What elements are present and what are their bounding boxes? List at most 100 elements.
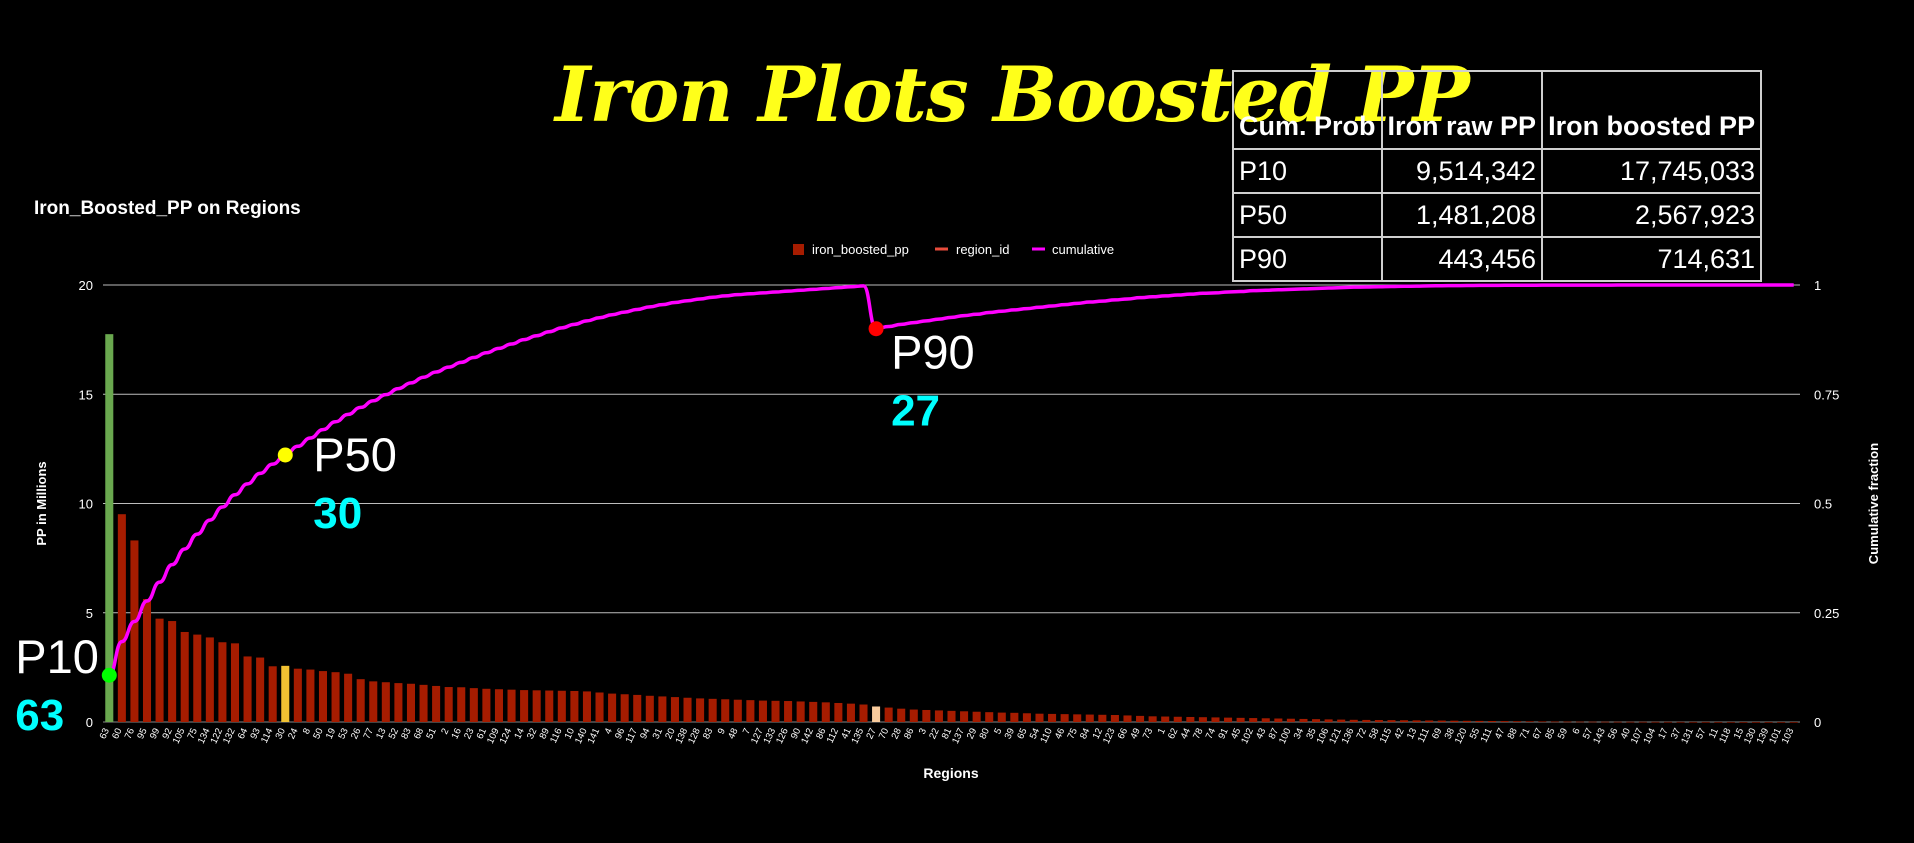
highlight-marker (868, 321, 884, 337)
bar (1387, 720, 1396, 722)
bar (1211, 717, 1220, 722)
x-tick-label: 45 (1229, 727, 1243, 741)
y-tick-label: 0 (86, 715, 93, 730)
bar (281, 665, 290, 722)
bar (1626, 721, 1635, 723)
bar (1060, 714, 1069, 722)
bar (897, 708, 906, 722)
x-tick-label: 12 (1091, 727, 1105, 741)
x-tick-label: 66 (1116, 727, 1130, 741)
bar (1676, 721, 1685, 723)
bar (1236, 717, 1245, 722)
bar (1098, 714, 1107, 722)
table-cell: 9,514,342 (1380, 148, 1544, 194)
bar (1299, 718, 1308, 722)
x-tick-label: 30 (274, 727, 288, 741)
bar (331, 672, 340, 722)
x-tick-label: 50 (311, 727, 325, 741)
bar (1588, 721, 1597, 723)
bar (1412, 720, 1421, 722)
x-tick-label: 60 (110, 727, 124, 741)
x-tick-label: 47 (1493, 727, 1507, 741)
bar (1538, 721, 1547, 723)
x-tick-label: 28 (889, 727, 903, 741)
bar (268, 666, 277, 722)
table-row: P50 1,481,208 2,567,923 (1232, 192, 1763, 238)
x-tick-label: 16 (450, 727, 464, 741)
bar (758, 700, 767, 722)
bar (230, 643, 240, 722)
bar (1224, 717, 1233, 722)
highlight-marker (277, 447, 293, 463)
bar (1198, 717, 1207, 722)
bar (1563, 721, 1572, 723)
x-tick-label: 83 (701, 727, 715, 741)
table-cell: 443,456 (1380, 236, 1544, 282)
x-tick-label: 74 (1204, 727, 1218, 741)
bar (721, 699, 730, 722)
x-tick-label: 62 (1166, 727, 1180, 741)
x-tick-label: 29 (965, 727, 979, 741)
y2-tick-label: 0 (1814, 715, 1821, 730)
x-tick-label: 10 (563, 727, 577, 741)
bar (1450, 720, 1459, 722)
table-cell: P10 (1232, 148, 1383, 194)
x-tick-label: 84 (1078, 727, 1092, 741)
x-tick-label: 2 (439, 727, 451, 736)
bar (922, 709, 931, 722)
legend: iron_boosted_pp region_id cumulative (793, 242, 1114, 257)
x-tick-label: 23 (462, 727, 476, 741)
table-row: P90 443,456 714,631 (1232, 236, 1763, 282)
x-tick-label: 65 (1015, 727, 1029, 741)
x-tick-label: 91 (1216, 727, 1230, 741)
bar (1035, 713, 1044, 722)
bar (318, 671, 328, 722)
bar (1663, 721, 1673, 723)
x-tick-label: 88 (1505, 727, 1519, 741)
bar (872, 706, 881, 722)
highlight-value: 30 (313, 489, 362, 538)
bar (532, 690, 541, 722)
bar (733, 699, 742, 722)
x-tick-label: 83 (399, 727, 413, 741)
x-tick-label: 1 (1156, 727, 1168, 736)
bar (947, 710, 956, 722)
y-tick-label: 15 (79, 387, 93, 402)
bar (1173, 716, 1182, 722)
bar (494, 689, 503, 722)
x-tick-label: 80 (977, 727, 991, 741)
x-tick-label: 32 (525, 727, 539, 741)
bar (1500, 721, 1509, 722)
bar (117, 514, 126, 722)
bar (1362, 719, 1371, 722)
bar (960, 711, 969, 722)
x-tick-label: 17 (1656, 727, 1670, 741)
bar (394, 683, 403, 722)
bar (934, 710, 943, 722)
x-tick-label: 70 (877, 727, 891, 741)
bar (746, 700, 755, 722)
x-tick-label: 53 (336, 727, 350, 741)
bar (1073, 714, 1082, 722)
bar (557, 690, 566, 722)
table-cell: P50 (1232, 192, 1383, 238)
bar (432, 685, 441, 722)
y2-tick-label: 0.25 (1814, 606, 1839, 621)
bar (1312, 719, 1321, 722)
bar (180, 631, 189, 722)
x-tick-label: 63 (98, 727, 112, 741)
x-tick-label: 44 (1179, 727, 1193, 741)
x-tick-label: 93 (248, 727, 262, 741)
x-tick-label: 64 (236, 727, 250, 741)
bar (985, 712, 994, 722)
legend-label: region_id (956, 242, 1010, 257)
bar (1136, 715, 1145, 722)
table-cell: 2,567,923 (1541, 192, 1763, 238)
x-tick-label: 42 (1392, 727, 1406, 741)
bar (645, 695, 654, 722)
bar (1123, 715, 1132, 722)
x-tick-label: 87 (1267, 727, 1281, 741)
percentile-table: Cum. Prob Iron raw PP Iron boosted PP P1… (1232, 70, 1763, 282)
x-tick-label: 49 (1128, 727, 1142, 741)
bar (834, 702, 843, 722)
